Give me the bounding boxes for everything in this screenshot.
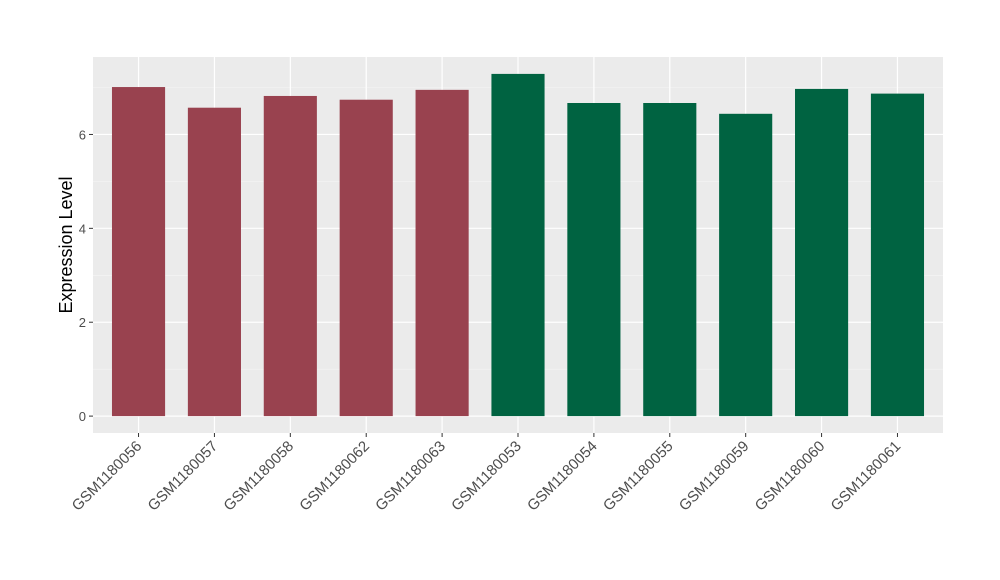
bar <box>111 87 166 417</box>
bar <box>567 103 621 417</box>
bar <box>491 73 545 417</box>
y-tick-label: 2 <box>79 315 86 330</box>
bar <box>643 103 697 417</box>
x-tick-label: GSM1180062 <box>296 438 373 515</box>
y-axis-label: Expression Level <box>56 176 76 313</box>
bar <box>870 93 925 417</box>
x-tick-label: GSM1180057 <box>145 438 222 515</box>
y-tick-label: 6 <box>79 127 86 142</box>
bar <box>263 95 317 417</box>
bar <box>187 107 241 417</box>
bar <box>339 99 393 417</box>
x-tick-label: GSM1180055 <box>600 438 677 515</box>
x-tick-label: GSM1180063 <box>372 438 449 515</box>
x-tick-label: GSM1180054 <box>524 438 601 515</box>
x-tick-label: GSM1180058 <box>220 438 297 515</box>
bar <box>719 113 773 417</box>
y-tick-label: 4 <box>79 221 86 236</box>
x-tick-label: GSM1180061 <box>828 438 905 515</box>
x-tick-label: GSM1180053 <box>448 438 525 515</box>
x-tick-label: GSM1180059 <box>676 438 753 515</box>
bar <box>795 88 849 417</box>
bar <box>415 89 469 417</box>
x-tick-label: GSM1180056 <box>69 438 146 515</box>
y-tick-label: 0 <box>79 409 86 424</box>
x-tick-label: GSM1180060 <box>752 438 829 515</box>
